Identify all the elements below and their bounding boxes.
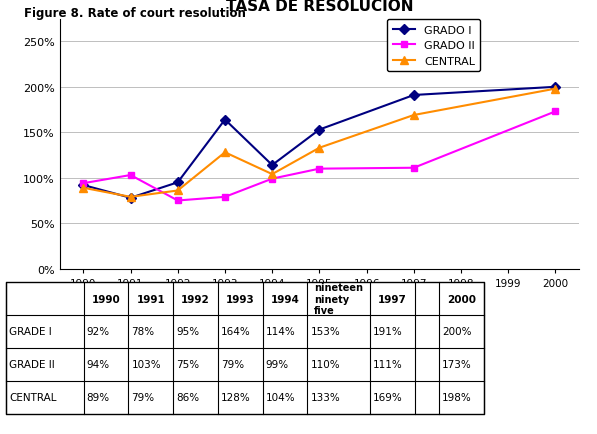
- Line: GRADO I: GRADO I: [80, 84, 559, 202]
- Line: GRADO II: GRADO II: [80, 108, 559, 204]
- Text: 114%: 114%: [266, 327, 296, 337]
- Text: 128%: 128%: [221, 392, 251, 402]
- GRADO II: [80, 181, 87, 186]
- Text: 86%: 86%: [176, 392, 199, 402]
- Text: GRADE I: GRADE I: [9, 327, 52, 337]
- GRADO I: [552, 85, 559, 90]
- Text: 164%: 164%: [221, 327, 251, 337]
- Text: 111%: 111%: [373, 359, 403, 369]
- CENTRAL: [269, 172, 276, 178]
- Text: 94%: 94%: [87, 359, 110, 369]
- Text: 104%: 104%: [266, 392, 296, 402]
- GRADO I: [127, 196, 134, 201]
- Text: 99%: 99%: [266, 359, 289, 369]
- Text: 79%: 79%: [221, 359, 244, 369]
- GRADO II: [127, 173, 134, 178]
- Text: 79%: 79%: [131, 392, 155, 402]
- Text: CENTRAL: CENTRAL: [9, 392, 57, 402]
- GRADO I: [221, 118, 229, 123]
- Text: 110%: 110%: [310, 359, 340, 369]
- CENTRAL: [316, 146, 323, 151]
- GRADO II: [269, 177, 276, 182]
- Text: 95%: 95%: [176, 327, 199, 337]
- Text: nineteen
ninety
five: nineteen ninety five: [314, 282, 364, 316]
- Title: TASA DE RESOLUCIÓN: TASA DE RESOLUCIÓN: [226, 0, 413, 14]
- GRADO I: [269, 163, 276, 168]
- Text: 78%: 78%: [131, 327, 155, 337]
- Text: 89%: 89%: [87, 392, 110, 402]
- CENTRAL: [552, 87, 559, 92]
- GRADO II: [221, 195, 229, 200]
- Text: 1992: 1992: [181, 294, 210, 304]
- CENTRAL: [127, 195, 134, 200]
- GRADO I: [410, 93, 417, 99]
- Text: 1997: 1997: [378, 294, 407, 304]
- Text: 169%: 169%: [373, 392, 403, 402]
- GRADO II: [410, 166, 417, 171]
- Text: 191%: 191%: [373, 327, 403, 337]
- GRADO I: [80, 183, 87, 188]
- GRADO II: [552, 109, 559, 115]
- GRADO I: [174, 180, 181, 185]
- Text: 133%: 133%: [310, 392, 340, 402]
- GRADO II: [316, 167, 323, 172]
- Text: 2000: 2000: [447, 294, 476, 304]
- Text: GRADE II: GRADE II: [9, 359, 55, 369]
- Text: 198%: 198%: [442, 392, 472, 402]
- Text: 153%: 153%: [310, 327, 340, 337]
- Legend: GRADO I, GRADO II, CENTRAL: GRADO I, GRADO II, CENTRAL: [387, 20, 481, 72]
- Text: 75%: 75%: [176, 359, 199, 369]
- Line: CENTRAL: CENTRAL: [79, 85, 559, 201]
- CENTRAL: [221, 150, 229, 155]
- Text: 103%: 103%: [131, 359, 161, 369]
- Text: 173%: 173%: [442, 359, 472, 369]
- GRADO II: [174, 198, 181, 204]
- CENTRAL: [410, 113, 417, 118]
- GRADO I: [316, 128, 323, 133]
- Text: 1993: 1993: [226, 294, 255, 304]
- Text: 1990: 1990: [91, 294, 121, 304]
- Text: Figure 8. Rate of court resolution: Figure 8. Rate of court resolution: [24, 7, 246, 20]
- Text: 200%: 200%: [442, 327, 471, 337]
- Bar: [6, 283, 484, 414]
- CENTRAL: [174, 188, 181, 194]
- Text: 92%: 92%: [87, 327, 110, 337]
- Text: 1991: 1991: [136, 294, 165, 304]
- Text: 1994: 1994: [270, 294, 300, 304]
- CENTRAL: [80, 186, 87, 191]
